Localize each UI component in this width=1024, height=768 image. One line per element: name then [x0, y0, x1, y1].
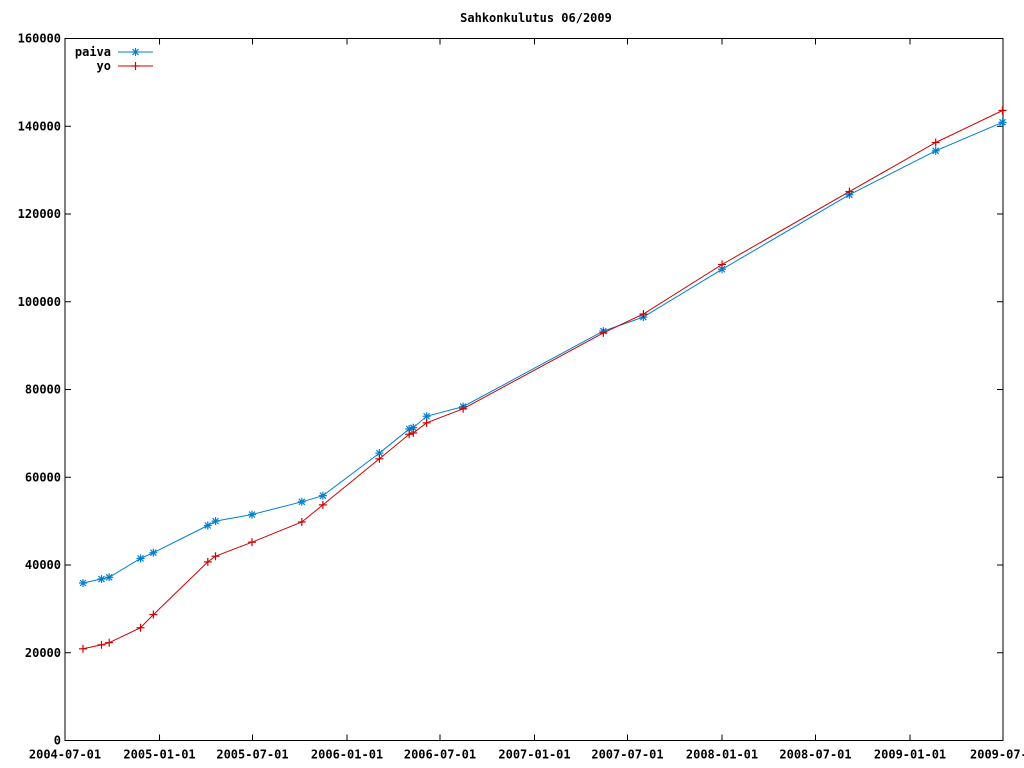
- x-tick-label: 2009-07-: [970, 748, 1024, 762]
- x-tick-label: 2008-01-01: [686, 748, 758, 762]
- legend-label-paiva: paiva: [75, 45, 111, 59]
- data-point-paiva: [318, 491, 327, 500]
- data-point-yo: [149, 610, 158, 619]
- x-tick-label: 2005-07-01: [216, 748, 288, 762]
- data-point-paiva: [136, 554, 145, 563]
- data-point-yo: [599, 328, 608, 337]
- data-point-yo: [718, 260, 727, 269]
- data-point-yo: [318, 500, 327, 509]
- data-point-yo: [409, 428, 418, 437]
- legend-marker-yo: [131, 62, 140, 70]
- data-point-yo: [639, 310, 648, 319]
- y-tick-label: 80000: [25, 383, 61, 397]
- legend-marker-paiva: [131, 48, 140, 56]
- data-point-paiva: [297, 497, 306, 506]
- data-point-paiva: [97, 575, 106, 584]
- data-point-yo: [998, 106, 1007, 115]
- x-tick-label: 2008-07-01: [779, 748, 851, 762]
- y-tick-label: 120000: [18, 207, 61, 221]
- series-layer: [78, 106, 1007, 653]
- x-tick-label: 2007-07-01: [591, 748, 663, 762]
- x-tick-label: 2004-07-01: [29, 748, 101, 762]
- data-point-yo: [297, 518, 306, 527]
- data-point-paiva: [718, 265, 727, 274]
- chart-title: Sahkonkulutus 06/2009: [460, 11, 612, 25]
- y-tick-label: 20000: [25, 646, 61, 660]
- data-point-paiva: [149, 548, 158, 557]
- data-point-yo: [247, 538, 256, 547]
- y-tick-label: 140000: [18, 119, 61, 133]
- legend-label-yo: yo: [97, 59, 111, 73]
- x-tick-label: 2009-01-01: [874, 748, 946, 762]
- series-line-paiva: [82, 121, 1003, 584]
- data-point-yo: [931, 138, 940, 147]
- data-point-yo: [375, 454, 384, 463]
- y-tick-label: 160000: [18, 32, 61, 46]
- x-tick-label: 2007-01-01: [498, 748, 570, 762]
- y-tick-label: 60000: [25, 470, 61, 484]
- data-point-yo: [203, 557, 212, 566]
- series-paiva: [78, 118, 1007, 587]
- data-point-yo: [845, 187, 854, 196]
- data-point-yo: [105, 638, 114, 647]
- data-point-paiva: [78, 578, 87, 587]
- data-point-paiva: [931, 146, 940, 155]
- data-point-yo: [459, 404, 468, 413]
- data-point-yo: [211, 552, 220, 561]
- series-yo: [78, 106, 1007, 653]
- data-point-yo: [422, 418, 431, 427]
- x-tick-label: 2005-01-01: [123, 748, 195, 762]
- plot-area-border: [64, 38, 1004, 741]
- x-tick-label: 2006-07-01: [404, 748, 476, 762]
- data-point-paiva: [211, 517, 220, 526]
- data-point-yo: [136, 623, 145, 632]
- axes: 0 20000 40000 60000 80000 100000 120000 140000 1…: [18, 32, 1024, 762]
- data-point-yo: [405, 430, 414, 439]
- y-tick-label: 100000: [18, 295, 61, 309]
- y-tick-label: 40000: [25, 558, 61, 572]
- data-point-paiva: [247, 510, 256, 519]
- data-point-paiva: [998, 118, 1007, 127]
- series-line-yo: [82, 110, 1003, 650]
- data-point-paiva: [422, 412, 431, 421]
- x-tick-label: 2006-01-01: [311, 748, 383, 762]
- data-point-yo: [97, 640, 106, 649]
- data-point-yo: [78, 644, 87, 653]
- data-point-paiva: [203, 521, 212, 530]
- y-tick-label: 0: [54, 734, 61, 748]
- data-point-paiva: [105, 573, 114, 582]
